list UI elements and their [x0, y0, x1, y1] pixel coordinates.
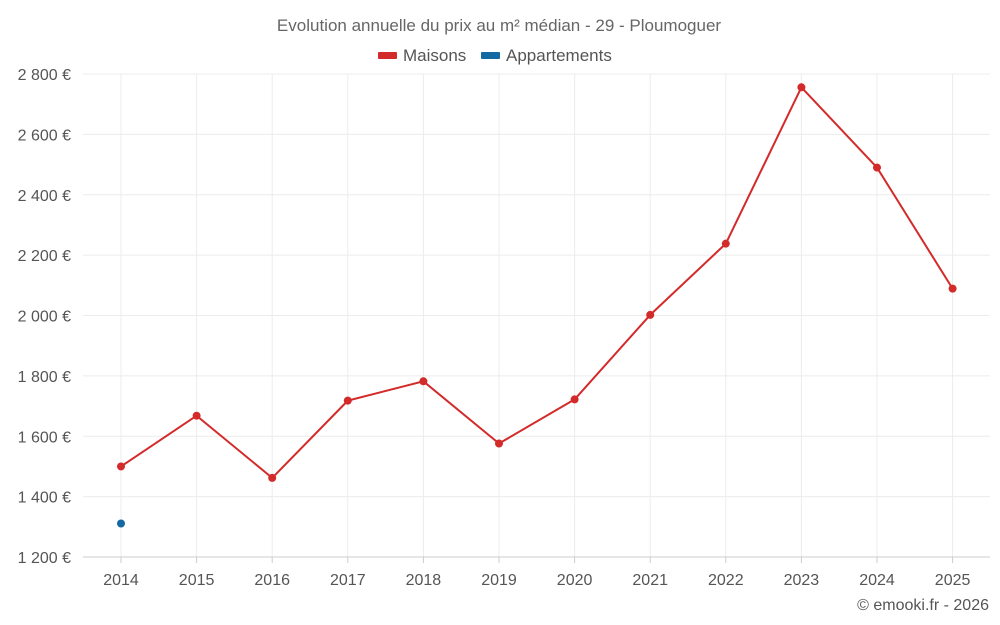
legend-label-appartements[interactable]: Appartements — [506, 46, 612, 65]
x-tick-label: 2016 — [254, 572, 290, 589]
data-point-maisons[interactable] — [117, 462, 125, 471]
data-point-maisons[interactable] — [192, 411, 201, 420]
x-tick-label: 2017 — [330, 572, 366, 589]
x-tick-label: 2014 — [103, 572, 139, 589]
grid — [83, 73, 990, 557]
legend-swatch-appartements[interactable] — [481, 52, 500, 59]
data-point-maisons[interactable] — [646, 310, 655, 319]
data-point-maisons[interactable] — [268, 473, 277, 482]
y-tick-label: 2 000 € — [18, 309, 71, 326]
x-tick-label: 2015 — [179, 572, 215, 589]
y-tick-label: 2 200 € — [18, 248, 71, 265]
data-point-maisons[interactable] — [873, 163, 881, 172]
legend: Maisons Appartements — [378, 46, 612, 65]
axes: 1 200 € 1 400 € 1 600 € 1 800 € 2 000 € 2 200… — [18, 67, 990, 589]
chart-title: Evolution annuelle du prix au m² médian … — [277, 16, 721, 35]
data-point-maisons[interactable] — [570, 395, 579, 404]
data-point-maisons[interactable] — [495, 439, 503, 448]
y-tick-label: 2 400 € — [18, 188, 71, 205]
y-tick-label: 2 800 € — [18, 67, 71, 84]
data-point-maisons[interactable] — [797, 83, 806, 92]
y-tick-label: 1 400 € — [18, 490, 71, 507]
data-point-maisons[interactable] — [343, 396, 352, 405]
x-tick-label: 2021 — [632, 572, 668, 589]
data-point-maisons[interactable] — [721, 239, 730, 248]
data-point-maisons[interactable] — [419, 377, 428, 386]
x-tick-label: 2022 — [708, 572, 744, 589]
y-tick-label: 1 800 € — [18, 369, 71, 386]
series — [117, 83, 957, 528]
y-tick-label: 1 200 € — [18, 550, 71, 567]
y-tick-label: 2 600 € — [18, 127, 71, 144]
x-tick-label: 2019 — [481, 572, 517, 589]
data-point-maisons[interactable] — [948, 284, 957, 293]
credit-text: © emooki.fr - 2026 — [857, 597, 989, 614]
x-tick-label: 2020 — [557, 572, 593, 589]
x-tick-label: 2018 — [406, 572, 442, 589]
series-line-maisons — [120, 86, 954, 479]
x-tick-label: 2025 — [935, 572, 971, 589]
x-tick-label: 2024 — [859, 572, 895, 589]
legend-label-maisons[interactable]: Maisons — [403, 46, 466, 65]
x-tick-label: 2023 — [784, 572, 820, 589]
y-tick-label: 1 600 € — [18, 429, 71, 446]
data-point-appartements[interactable] — [117, 519, 125, 528]
legend-swatch-maisons[interactable] — [378, 52, 397, 59]
